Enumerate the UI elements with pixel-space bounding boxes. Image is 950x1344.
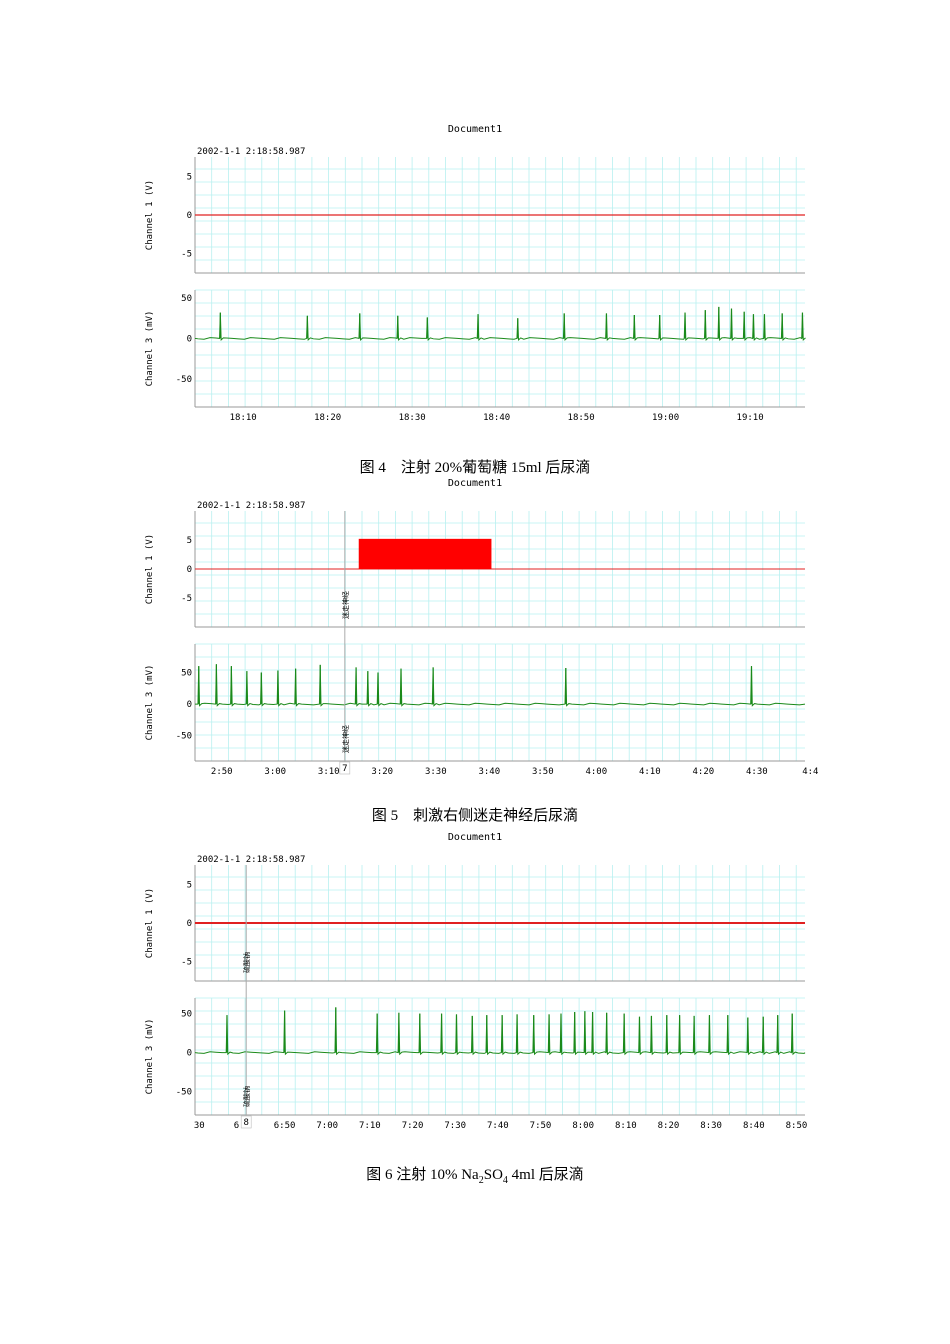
stimulus-pulse: [358, 538, 492, 569]
channel-panel: 5 0 -5 Channel 1 (V): [145, 511, 805, 628]
y-tick-label: 0: [187, 1049, 192, 1059]
x-tick-label: 7:50: [530, 1121, 552, 1131]
y-tick-label: 0: [187, 211, 192, 221]
event-marker-label: 迷走神经: [341, 591, 350, 619]
y-tick-label: 0: [187, 700, 192, 710]
y-tick-label: -50: [176, 375, 192, 385]
x-tick-label: 18:30: [399, 413, 426, 423]
x-tick-label: 18:50: [568, 413, 595, 423]
timestamp: 2002-1-1 2:18:58.987: [197, 147, 305, 157]
document-title-fig6: Document1: [447, 832, 503, 843]
x-tick-label: 18:10: [230, 413, 257, 423]
x-tick-label: 7:40: [487, 1121, 509, 1131]
x-tick-label: 3:30: [425, 767, 447, 777]
x-tick-label: 4:00: [585, 767, 607, 777]
y-axis-label: Channel 3 (mV): [145, 311, 155, 387]
x-tick-label: 19:10: [737, 413, 764, 423]
y-tick-label: 0: [187, 565, 192, 575]
x-tick-label: 8:00: [572, 1121, 594, 1131]
x-tick-label: 30: [194, 1121, 205, 1131]
y-axis-label: Channel 1 (V): [145, 888, 155, 958]
x-tick-label: 7:30: [444, 1121, 466, 1131]
caption-text: SO: [483, 1167, 503, 1183]
channel3-trace: [194, 306, 806, 342]
x-tick-label: 8:10: [615, 1121, 637, 1131]
x-tick-label: 7:10: [359, 1121, 381, 1131]
x-tick-label: 4:4: [802, 767, 818, 777]
timestamp: 2002-1-1 2:18:58.987: [197, 501, 305, 511]
x-tick-label: 3:00: [264, 767, 286, 777]
x-tick-label: 18:40: [483, 413, 510, 423]
event-marker-number: 7: [342, 764, 347, 774]
x-tick-label: 2:50: [211, 767, 233, 777]
document-title-fig5: Document1: [447, 478, 503, 489]
channel-panel: 5 0 -5 Channel 1 (V): [145, 865, 805, 982]
x-tick-label: 6:50: [274, 1121, 296, 1131]
channel3-trace: [194, 1007, 806, 1056]
y-tick-label: -5: [181, 958, 192, 968]
x-tick-label: 3:50: [532, 767, 554, 777]
y-tick-label: -50: [176, 732, 192, 742]
channel-panel: 50 0 -50 Channel 3 (mV): [145, 643, 806, 762]
x-tick-label: 3:40: [478, 767, 500, 777]
caption-text: 4ml 后尿滴: [507, 1167, 584, 1183]
channel-panel: 50 0 -50 Channel 3 (mV): [145, 289, 806, 408]
x-tick-label: 8:50: [786, 1121, 808, 1131]
y-tick-label: 5: [187, 536, 192, 546]
caption-text: 图 6 注射 10% Na: [366, 1167, 479, 1183]
figure6-caption: 图 6 注射 10% Na2SO4 4ml 后尿滴: [0, 1163, 950, 1186]
y-tick-label: -5: [181, 250, 192, 260]
y-tick-label: 50: [181, 294, 192, 304]
x-tick-label: 7:00: [316, 1121, 338, 1131]
event-marker-box: [240, 1115, 252, 1129]
figure4-caption: 图 4 注射 20%葡萄糖 15ml 后尿滴: [359, 460, 591, 476]
y-tick-label: -5: [181, 594, 192, 604]
y-tick-label: 5: [187, 880, 192, 890]
x-tick-label: 19:00: [652, 413, 679, 423]
x-tick-label: 4:10: [639, 767, 661, 777]
channel-panel: 50 0 -50 Channel 3 (mV): [145, 997, 806, 1116]
document-title-fig4: Document1: [447, 124, 503, 135]
x-tick-label: 4:30: [746, 767, 768, 777]
y-tick-label: 5: [187, 172, 192, 182]
x-tick-label: 7:20: [402, 1121, 424, 1131]
x-tick-label: 8:40: [743, 1121, 765, 1131]
x-tick-label: 18:20: [314, 413, 341, 423]
event-marker-label: 迷走神经: [341, 725, 350, 753]
caption-subscript: 2: [478, 1175, 484, 1186]
y-tick-label: -50: [176, 1088, 192, 1098]
caption-subscript: 4: [502, 1175, 508, 1186]
channel3-trace: [195, 664, 806, 707]
y-tick-label: 50: [181, 1010, 192, 1020]
x-tick-label: 4:20: [692, 767, 714, 777]
event-marker-label: 硫酸钠: [242, 1086, 251, 1107]
event-marker-number: 8: [243, 1118, 248, 1128]
x-tick-label: 8:30: [700, 1121, 722, 1131]
y-tick-label: 0: [187, 334, 192, 344]
event-marker-box: [339, 761, 351, 775]
timestamp: 2002-1-1 2:18:58.987: [197, 855, 305, 865]
y-axis-label: Channel 3 (mV): [145, 1019, 155, 1095]
y-tick-label: 50: [181, 668, 192, 678]
event-marker-label: 硫酸钠: [242, 952, 251, 973]
y-axis-label: Channel 1 (V): [145, 180, 155, 250]
y-axis-label: Channel 3 (mV): [145, 665, 155, 741]
channel-panel: 5 0 -5 Channel 1 (V): [145, 157, 805, 274]
x-tick-label: 3:20: [371, 767, 393, 777]
x-tick-label: 3:10: [318, 767, 340, 777]
figure5-caption: 图 5 刺激右侧迷走神经后尿滴: [371, 808, 579, 824]
y-axis-label: Channel 1 (V): [145, 534, 155, 604]
x-tick-label: 8:20: [658, 1121, 680, 1131]
y-tick-label: 0: [187, 919, 192, 929]
